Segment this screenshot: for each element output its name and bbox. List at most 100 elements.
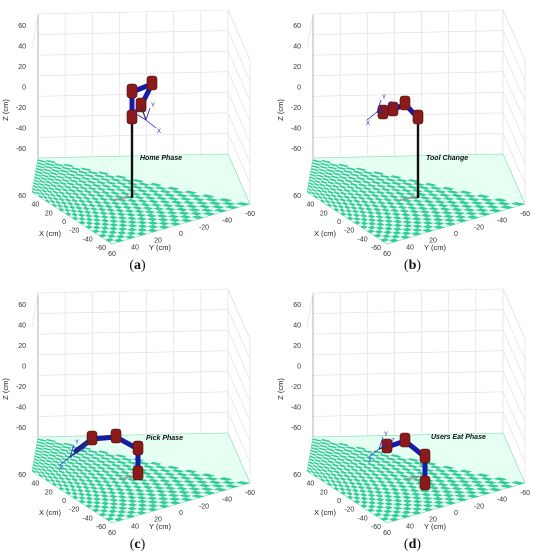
gridline — [312, 71, 504, 77]
y-tick-label: -60 — [245, 490, 255, 497]
z-tick-label: 0 — [22, 85, 26, 92]
arm-shadow — [399, 195, 421, 201]
gridline — [227, 288, 251, 340]
x-tick-label: -20 — [69, 507, 79, 514]
arm-joint — [86, 430, 98, 446]
gridline — [227, 330, 251, 381]
gridline — [312, 91, 504, 97]
floor-a — [31, 153, 251, 245]
gridline — [312, 112, 504, 118]
gridline — [312, 370, 504, 376]
gridline — [227, 112, 251, 163]
frame-x-axis — [368, 448, 380, 458]
y-tick-label: 20 — [429, 517, 437, 524]
z-axis-label: Z (cm) — [276, 99, 285, 121]
y-axis-a: 60 40 20 0 -20 -40 -60 Y (cm) — [108, 211, 255, 258]
gridline — [37, 9, 229, 15]
caption-b: (b) — [403, 258, 422, 273]
y-tick-label: 60 — [108, 530, 116, 537]
x-tick-label: 20 — [45, 210, 53, 217]
y-tick-label: 60 — [383, 530, 391, 537]
gridline — [227, 51, 251, 102]
y-tick-label: 20 — [154, 238, 162, 245]
y-axis-b: 60 40 20 0 -20 -40 -60 Y (cm) — [383, 211, 530, 258]
z-axis-c: 60 40 20 0 -20 -40 -60 Z (cm) — [1, 302, 26, 432]
frame-z-axis — [378, 443, 388, 450]
frame-x-axis — [366, 111, 378, 121]
frame-x-label: X — [157, 129, 161, 135]
x-tick-label: 20 — [45, 489, 53, 496]
gridline — [502, 30, 526, 81]
arm-joint — [126, 83, 138, 99]
tool-link — [376, 111, 384, 114]
z-tick-label: 60 — [293, 302, 301, 309]
gridline — [312, 133, 504, 138]
y-tick-label: 40 — [406, 523, 414, 530]
z-axis-b: 60 40 20 0 -20 -40 -60 Z (cm) — [276, 23, 301, 153]
z-tick-label: 20 — [18, 343, 26, 350]
z-tick-label: -40 — [291, 405, 301, 412]
y-tick-label: 20 — [154, 517, 162, 524]
gridline — [37, 30, 229, 35]
y-axis-label: Y (cm) — [424, 243, 446, 252]
frame-z-label: Z — [391, 439, 395, 445]
panel-b: 60 40 20 0 -20 -40 -60 Z (cm) 60 40 20 0 -20 -40 -60 X … — [275, 0, 550, 278]
arm-joint — [126, 109, 138, 125]
y-tick-label: 40 — [406, 244, 414, 251]
z-axis-label: Z (cm) — [1, 378, 10, 400]
x-tick-label: -60 — [96, 524, 106, 531]
gridline — [227, 9, 251, 61]
z-tick-label: -20 — [16, 105, 26, 112]
frame-z-axis — [69, 451, 79, 458]
x-axis-b: 60 40 20 0-20 -40-60 X (cm) — [293, 193, 381, 252]
gridline — [306, 13, 314, 49]
y-tick-label: 40 — [131, 244, 139, 251]
tool-frame-c: X YZ — [59, 438, 93, 472]
x-tick-label: -40 — [83, 515, 93, 522]
z-tick-label: -60 — [16, 146, 26, 153]
gridline — [502, 412, 526, 463]
z-axis-d: 60 40 20 0 -20 -40 -60 Z (cm) — [276, 302, 301, 432]
gridline — [312, 288, 504, 294]
gridline — [502, 371, 526, 422]
gridline — [502, 330, 526, 381]
x-tick-label: 60 — [18, 193, 26, 200]
y-axis-label: Y (cm) — [149, 522, 171, 531]
z-tick-label: 40 — [18, 44, 26, 51]
robot-arm-b — [377, 95, 424, 201]
frame-z-axis — [137, 114, 147, 121]
x-axis-label: X (cm) — [39, 229, 62, 238]
y-tick-label: -60 — [520, 490, 530, 497]
y-tick-label: 60 — [108, 251, 116, 258]
z-tick-label: -60 — [16, 425, 26, 432]
tool-frame-b: X YZ — [366, 95, 393, 127]
gridline — [227, 391, 251, 442]
z-axis-a: 60 40 20 0 -20 -40 -60 Z (cm) — [1, 23, 26, 153]
gridline — [312, 350, 504, 356]
y-tick-label: -40 — [497, 497, 507, 504]
gridline — [227, 92, 251, 143]
gridline — [312, 309, 504, 314]
y-axis-c: 60 40 20 0 -20 -40 -60 Y (cm) — [108, 490, 255, 537]
x-tick-label: 60 — [18, 472, 26, 479]
gridline — [37, 412, 229, 417]
tool-link — [69, 438, 93, 458]
z-tick-label: 60 — [18, 23, 26, 30]
y-tick-label: -40 — [497, 218, 507, 225]
z-tick-label: 0 — [297, 364, 301, 371]
gridline — [502, 391, 526, 442]
y-axis-label: Y (cm) — [149, 243, 171, 252]
x-tick-label: -40 — [358, 236, 368, 243]
arm-joint — [419, 475, 431, 491]
gridline — [502, 92, 526, 143]
x-tick-label: 0 — [337, 219, 341, 226]
panel-d: 60 40 20 0 -20 -40 -60 Z (cm) 60 40 20 0 -20 -40 -60 X … — [275, 279, 550, 557]
arm-joint — [381, 438, 393, 454]
gridline — [502, 309, 526, 360]
x-axis-label: X (cm) — [314, 508, 337, 517]
gridline — [37, 309, 229, 314]
frame-y-label: Y — [75, 440, 79, 446]
arm-joint — [399, 432, 411, 448]
z-tick-label: -60 — [291, 425, 301, 432]
